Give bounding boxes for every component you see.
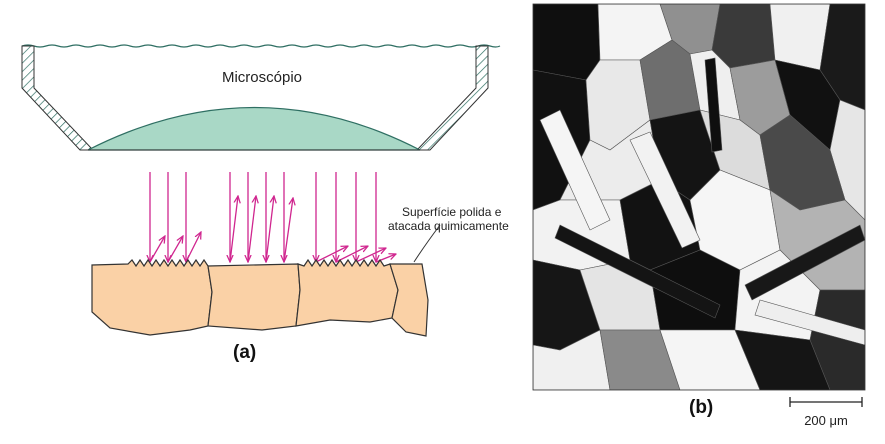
microscope-label: Microscópio (222, 69, 302, 86)
twin-band (629, 131, 701, 249)
grain (533, 4, 601, 81)
grain (734, 329, 831, 390)
micrograph-frame (532, 3, 866, 391)
microscope-diagram: Microscópio (21, 44, 501, 151)
reflected-ray (315, 246, 348, 263)
reflected-ray (149, 236, 165, 263)
reflected-ray (355, 248, 386, 263)
grain (769, 4, 831, 71)
grain-left (91, 258, 213, 336)
surface-label-line1: Superfície polida e (402, 205, 502, 219)
surface-label-line2: atacada quimicamente (388, 219, 509, 233)
micrograph (532, 3, 866, 391)
scale-bar (789, 397, 863, 407)
twin-band (754, 299, 865, 346)
panel-b-label: (b) (689, 397, 714, 418)
twin-band (554, 224, 721, 319)
twin-band (704, 57, 723, 153)
grain (659, 329, 761, 390)
grain-right (295, 258, 399, 327)
twin-band (744, 224, 865, 301)
scale-bar-label: 200 μm (804, 413, 848, 428)
reflected-ray (185, 232, 201, 263)
reflected-ray (167, 236, 183, 263)
reflected-ray (265, 196, 274, 263)
grain (711, 4, 776, 69)
objective-lens (87, 107, 421, 151)
twin-band (539, 109, 611, 231)
reflected-ray (229, 196, 238, 263)
panel-a-label: (a) (233, 342, 257, 363)
reflected-ray (247, 196, 256, 263)
grain-middle (207, 263, 301, 331)
surface-leader-line (413, 224, 441, 263)
grain (809, 289, 865, 390)
reflected-ray (335, 246, 368, 263)
grain (599, 329, 681, 390)
microscope-top-edge (21, 44, 501, 48)
light-rays (150, 172, 396, 262)
microscope-left-wall (21, 45, 95, 151)
reflected-ray (283, 198, 293, 263)
microscope-right-wall (415, 45, 489, 151)
grain-far-right (389, 263, 429, 337)
polished-specimen (91, 258, 429, 337)
